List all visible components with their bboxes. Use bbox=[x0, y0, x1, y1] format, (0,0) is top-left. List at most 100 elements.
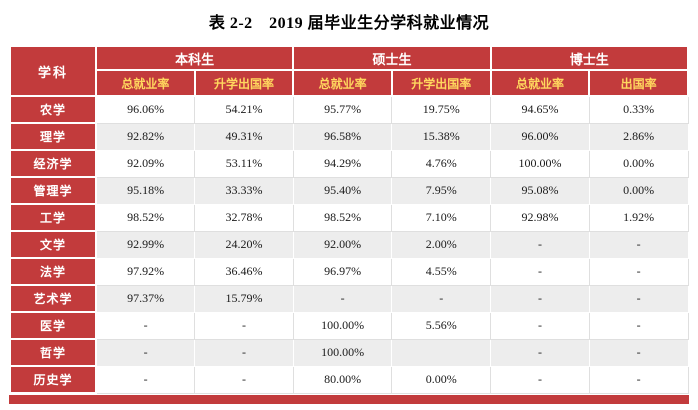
data-cell: 97.37% bbox=[95, 284, 196, 313]
table-row: 工学 98.52% 32.78% 98.52% 7.10% 92.98% 1.92% bbox=[9, 203, 689, 232]
table-row: 农学 96.06% 54.21% 95.77% 19.75% 94.65% 0.33% bbox=[9, 95, 689, 124]
table-row: 哲学 - -100.00% - - bbox=[9, 338, 689, 367]
table-container: 学科 本科生 硕士生 博士生 总就业率 升学出国率 总就业率 升学出国率 总就业… bbox=[9, 45, 690, 394]
data-cell: 2.00% bbox=[391, 230, 492, 259]
data-cell: 0.00% bbox=[391, 365, 492, 394]
data-cell: 92.82% bbox=[95, 122, 196, 151]
data-cell: 0.00% bbox=[588, 149, 689, 178]
group-header-undergraduate: 本科生 bbox=[94, 45, 295, 71]
data-cell: - bbox=[194, 311, 294, 340]
column-header-master-employment-rate: 总就业率 bbox=[292, 69, 393, 97]
data-cell: 98.52% bbox=[95, 203, 196, 232]
data-cell: - bbox=[588, 338, 689, 367]
data-cell: 0.33% bbox=[588, 95, 689, 124]
data-cell: - bbox=[588, 230, 689, 259]
table-row: 理学 92.82% 49.31% 96.58% 15.38% 96.00% 2.86% bbox=[9, 122, 689, 151]
data-cell: 100.00% bbox=[490, 149, 590, 178]
employment-table: 学科 本科生 硕士生 博士生 总就业率 升学出国率 总就业率 升学出国率 总就业… bbox=[9, 45, 690, 394]
data-cell: 24.20% bbox=[194, 230, 294, 259]
table-bottom-bar bbox=[9, 395, 689, 404]
table-row: 文学 92.99% 24.20% 92.00% 2.00% - - bbox=[9, 230, 689, 259]
column-header-master-furtherstudy-rate: 升学出国率 bbox=[390, 69, 492, 97]
data-cell: 0.00% bbox=[588, 176, 689, 205]
data-cell: 36.46% bbox=[194, 257, 294, 286]
data-cell: - bbox=[194, 365, 294, 394]
data-cell: 92.09% bbox=[95, 149, 196, 178]
data-cell: 7.95% bbox=[391, 176, 492, 205]
data-cell: 49.31% bbox=[194, 122, 294, 151]
data-cell: 19.75% bbox=[391, 95, 492, 124]
group-header-row: 学科 本科生 硕士生 博士生 bbox=[9, 45, 690, 97]
row-label: 工学 bbox=[9, 203, 97, 232]
data-cell: - bbox=[490, 230, 590, 259]
data-cell: 95.18% bbox=[95, 176, 196, 205]
table-row: 历史学 - -80.00% 0.00% - - bbox=[9, 365, 689, 394]
page-title: 表 2-2 2019 届毕业生分学科就业情况 bbox=[208, 15, 490, 32]
table-row: 艺术学 97.37% 15.79% - - - - bbox=[9, 284, 689, 313]
data-cell: 7.10% bbox=[391, 203, 492, 232]
data-cell: - bbox=[490, 311, 590, 340]
data-cell: 96.97% bbox=[292, 257, 393, 286]
row-label: 管理学 bbox=[9, 176, 97, 205]
data-cell: - bbox=[95, 338, 196, 367]
data-cell: - bbox=[588, 284, 689, 313]
data-cell: 33.33% bbox=[194, 176, 294, 205]
data-cell: - bbox=[490, 284, 590, 313]
table-row: 法学 97.92% 36.46% 96.97% 4.55% - - bbox=[9, 257, 689, 286]
data-cell: - bbox=[95, 365, 196, 394]
data-cell: - bbox=[490, 338, 590, 367]
row-label: 历史学 bbox=[9, 365, 97, 394]
data-cell: 92.00% bbox=[292, 230, 393, 259]
data-cell: 92.99% bbox=[95, 230, 196, 259]
data-cell: 53.11% bbox=[194, 149, 294, 178]
table-row: 经济学 92.09% 53.11% 94.29% 4.76% 100.00% 0.00% bbox=[9, 149, 689, 178]
data-cell: 4.55% bbox=[391, 257, 492, 286]
row-label: 经济学 bbox=[9, 149, 97, 178]
row-label: 哲学 bbox=[9, 338, 97, 367]
row-label: 农学 bbox=[9, 95, 97, 124]
data-cell: 92.98% bbox=[490, 203, 590, 232]
column-header-undergrad-furtherstudy-rate: 升学出国率 bbox=[193, 69, 295, 97]
data-cell: 94.65% bbox=[490, 95, 590, 124]
data-cell: 32.78% bbox=[194, 203, 294, 232]
data-cell: - bbox=[292, 284, 393, 313]
data-cell: 80.00% bbox=[292, 365, 393, 394]
data-cell: - bbox=[490, 365, 590, 394]
data-cell: - bbox=[391, 284, 492, 313]
corner-header-discipline: 学科 bbox=[9, 45, 97, 97]
group-header-master: 硕士生 bbox=[292, 45, 492, 71]
column-header-doctoral-abroad-rate: 出国率 bbox=[588, 69, 689, 97]
column-header-doctoral-employment-rate: 总就业率 bbox=[489, 69, 591, 97]
data-cell: 95.40% bbox=[292, 176, 393, 205]
row-label: 艺术学 bbox=[9, 284, 97, 313]
data-cell: 2.86% bbox=[588, 122, 689, 151]
data-cell: 96.00% bbox=[490, 122, 590, 151]
data-cell: 5.56% bbox=[391, 311, 492, 340]
table-row: 管理学 95.18% 33.33% 95.40% 7.95% 95.08% 0.00% bbox=[9, 176, 689, 205]
group-header-doctoral: 博士生 bbox=[489, 45, 690, 71]
data-cell: 4.76% bbox=[391, 149, 492, 178]
table-row: 医学 - -100.00% 5.56% - - bbox=[9, 311, 689, 340]
data-cell: 97.92% bbox=[95, 257, 196, 286]
data-cell: 100.00% bbox=[292, 338, 393, 367]
data-cell: 94.29% bbox=[292, 149, 393, 178]
data-cell: 54.21% bbox=[194, 95, 294, 124]
data-cell: - bbox=[588, 311, 689, 340]
table-body: 农学 96.06% 54.21% 95.77% 19.75% 94.65% 0.33% 理学 9… bbox=[9, 95, 689, 394]
row-label: 法学 bbox=[9, 257, 97, 286]
data-cell: 98.52% bbox=[292, 203, 393, 232]
sub-header-row: 总就业率 升学出国率 总就业率 升学出国率 总就业率 出国率 bbox=[10, 69, 689, 97]
data-cell: 95.77% bbox=[292, 95, 393, 124]
data-cell: 15.79% bbox=[194, 284, 294, 313]
column-header-undergrad-employment-rate: 总就业率 bbox=[95, 69, 196, 97]
data-cell: 1.92% bbox=[588, 203, 689, 232]
data-cell: 95.08% bbox=[490, 176, 590, 205]
data-cell: - bbox=[588, 365, 689, 394]
row-label: 理学 bbox=[9, 122, 97, 151]
data-cell bbox=[391, 338, 492, 367]
row-label: 医学 bbox=[9, 311, 97, 340]
row-label: 文学 bbox=[9, 230, 97, 259]
data-cell: - bbox=[588, 257, 689, 286]
data-cell: 15.38% bbox=[391, 122, 492, 151]
data-cell: 96.58% bbox=[292, 122, 393, 151]
